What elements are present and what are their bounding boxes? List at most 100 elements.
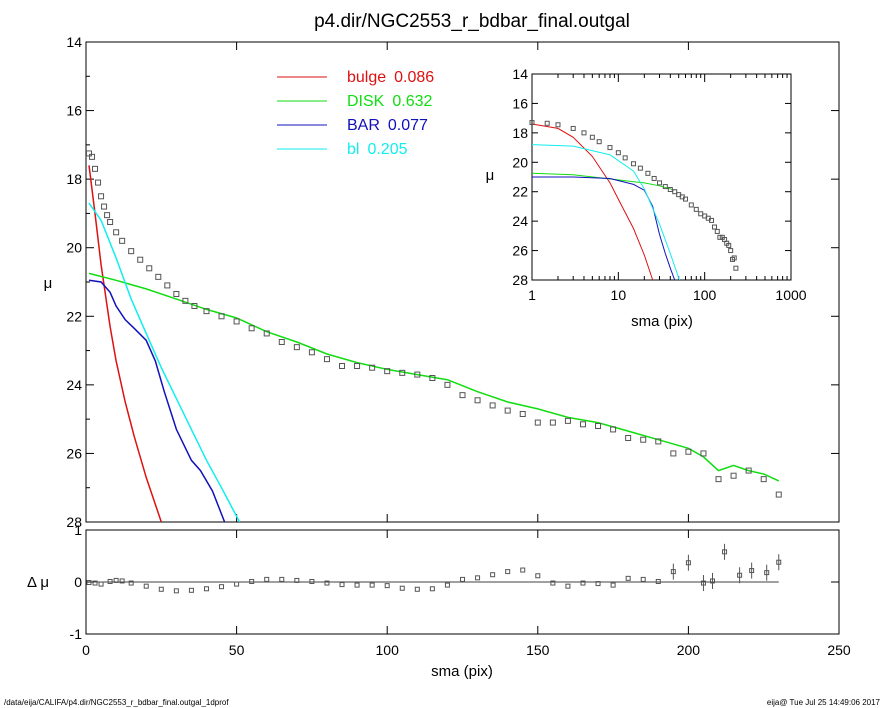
data-point (308, 349, 315, 356)
data-point (323, 356, 330, 363)
residual-point (444, 582, 450, 588)
residual-point (749, 568, 755, 574)
residual-point (685, 560, 691, 566)
data-point (339, 363, 346, 369)
inset-data-point (555, 122, 561, 128)
residual-point (354, 582, 360, 588)
model-line-bulge (88, 165, 163, 522)
data-point (414, 371, 421, 378)
inset-data-point (712, 224, 718, 230)
residual-point (86, 580, 92, 586)
data-point (625, 435, 632, 441)
residual-point (143, 583, 149, 589)
inset-x-tick-label: 10 (611, 287, 627, 303)
residual-point (107, 578, 113, 584)
residual-point (625, 575, 631, 581)
residual-point (550, 580, 556, 586)
legend-label-bl: bl (347, 141, 359, 158)
inset-data-point (672, 189, 678, 195)
y-tick-label: 16 (66, 103, 82, 119)
data-point (218, 313, 225, 320)
residual-point (369, 582, 375, 588)
residual-point (279, 576, 285, 582)
inset-y-tick-label: 28 (512, 272, 528, 288)
inset-axis-ticks: 14 16 18 20 22 24 26 281 10 100 1000 (512, 66, 806, 303)
data-point (745, 467, 752, 474)
inset-data-point (544, 120, 550, 126)
residual-point (234, 581, 240, 587)
inset-y-tick-label: 22 (512, 184, 528, 200)
data-point (248, 325, 255, 332)
y-tick-label: 22 (66, 308, 82, 324)
main-x-axis-label: sma (pix) (431, 663, 493, 680)
residual-point (475, 575, 481, 581)
main-y-axis-label: μ (44, 275, 53, 292)
residual-y-axis-label: Δ μ (27, 574, 49, 591)
data-point (474, 397, 481, 404)
residual-point (128, 580, 134, 586)
residual-point (565, 583, 571, 589)
inset-data-point (709, 217, 715, 223)
inset-data-point (657, 180, 663, 186)
data-point (354, 363, 361, 369)
inset-x-tick-label: 100 (693, 287, 717, 303)
y-tick-label: 24 (66, 377, 82, 393)
residual-point (113, 577, 119, 583)
inset-data-point (726, 242, 732, 248)
y-tick-label: 14 (66, 34, 82, 50)
inset-data-point (581, 130, 587, 136)
data-point (579, 421, 586, 428)
inset-data-point (714, 228, 720, 234)
inset-x-tick-label: 1 (528, 287, 536, 303)
model-line-bl (88, 202, 241, 522)
data-point (128, 248, 135, 255)
x-tick-label: 250 (827, 642, 851, 658)
data-point (760, 476, 767, 483)
footer-timestamp: eija@ Tue Jul 25 14:49:06 2017 (767, 698, 881, 707)
residual-point (460, 576, 465, 582)
inset-data-point (631, 161, 637, 167)
residual-point (158, 586, 164, 592)
residual-point (399, 585, 405, 591)
inset-data-point (733, 265, 739, 271)
data-point (775, 491, 782, 498)
data-point (104, 212, 111, 219)
residual-data-points (86, 543, 782, 594)
inset-y-tick-label: 14 (512, 66, 528, 82)
y-tick-label: 28 (66, 514, 82, 530)
inset-data-point (645, 170, 651, 176)
data-point (670, 450, 677, 457)
data-point (86, 150, 93, 157)
inset-y-tick-label: 26 (512, 243, 528, 259)
residual-point (98, 581, 104, 587)
inset-y-tick-label: 24 (512, 213, 528, 229)
data-point (146, 265, 153, 272)
residual-point (249, 578, 255, 584)
data-point (182, 297, 189, 304)
data-point (113, 229, 120, 236)
residual-y-tick-label: -1 (70, 626, 83, 642)
legend-label-bar: BAR (347, 117, 380, 134)
inset-y-tick-label: 20 (512, 154, 528, 170)
main-axis-ticks: 14 16 18 20 22 24 26 28 (66, 34, 840, 530)
residual-point (535, 573, 541, 579)
x-tick-label: 0 (82, 642, 90, 658)
residual-point (490, 572, 496, 578)
data-point (444, 381, 451, 388)
model-line-bar (88, 279, 226, 522)
inset-y-tick-label: 16 (512, 95, 528, 111)
residual-y-tick-label: 1 (74, 522, 82, 538)
inset-data-point (622, 155, 628, 161)
inset-data-point (637, 165, 643, 171)
data-point (278, 339, 285, 345)
residual-point (294, 577, 300, 583)
inset-model-line-bulge (532, 123, 654, 280)
residual-point (737, 572, 743, 578)
residual-point (264, 576, 270, 582)
x-tick-label: 200 (677, 642, 701, 658)
main-data-points (86, 150, 782, 498)
inset-data-point (615, 150, 621, 156)
inset-data-point (651, 175, 657, 181)
residual-point (203, 586, 209, 592)
data-point (504, 407, 511, 414)
